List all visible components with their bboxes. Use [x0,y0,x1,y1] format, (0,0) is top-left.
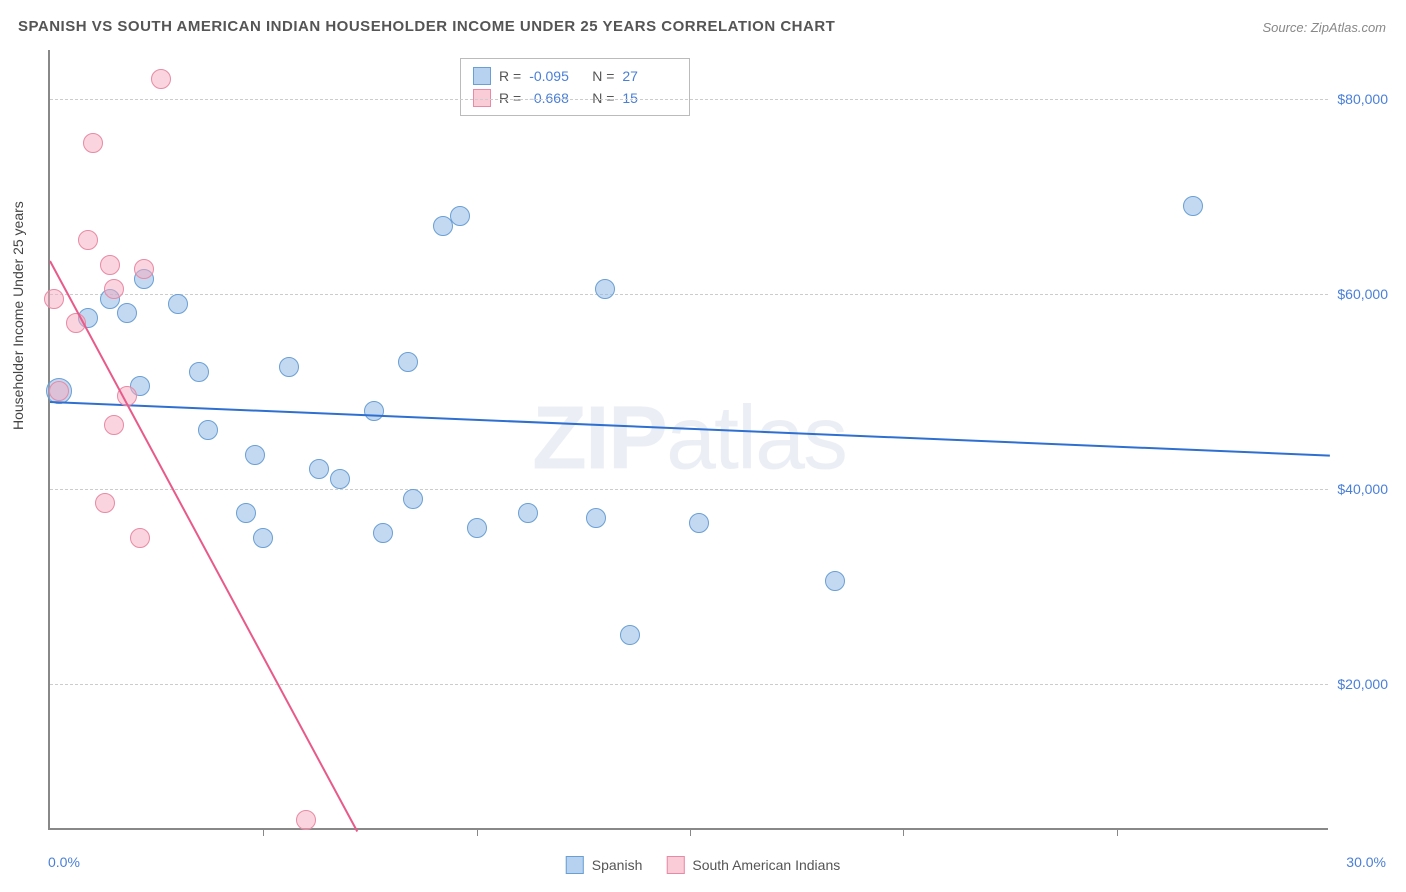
data-point [117,303,137,323]
data-point [309,459,329,479]
data-point [689,513,709,533]
data-point [518,503,538,523]
chart-container: SPANISH VS SOUTH AMERICAN INDIAN HOUSEHO… [0,0,1406,892]
r-value-spanish: -0.095 [529,68,584,84]
r-label: R = [499,68,521,84]
data-point [134,259,154,279]
gridline [50,99,1328,100]
n-label: N = [592,68,614,84]
n-value-spanish: 27 [622,68,677,84]
correlation-legend: R = -0.095 N = 27 R = -0.668 N = 15 [460,58,690,116]
data-point [83,133,103,153]
watermark: ZIPatlas [532,388,846,491]
data-point [44,289,64,309]
data-point [620,625,640,645]
data-point [586,508,606,528]
data-point [104,279,124,299]
data-point [595,279,615,299]
data-point [189,362,209,382]
data-point [403,489,423,509]
data-point [198,420,218,440]
x-tick [1117,828,1118,836]
swatch-sai-icon [666,856,684,874]
x-axis-min-label: 0.0% [48,854,80,870]
data-point [1183,196,1203,216]
y-axis-label: Householder Income Under 25 years [10,201,26,430]
chart-title: SPANISH VS SOUTH AMERICAN INDIAN HOUSEHO… [18,18,835,35]
watermark-bold: ZIP [532,389,666,489]
trend-line [50,401,1330,457]
x-tick [690,828,691,836]
x-tick [263,828,264,836]
data-point [104,415,124,435]
data-point [364,401,384,421]
data-point [130,528,150,548]
data-point [279,357,299,377]
x-tick [903,828,904,836]
data-point [825,571,845,591]
trend-line [49,260,358,831]
data-point [296,810,316,830]
y-tick-label: $80,000 [1333,91,1388,107]
data-point [236,503,256,523]
gridline [50,489,1328,490]
data-point [373,523,393,543]
data-point [95,493,115,513]
data-point [330,469,350,489]
legend-item-spanish: Spanish [566,856,643,874]
data-point [78,230,98,250]
y-tick-label: $40,000 [1333,481,1388,497]
data-point [253,528,273,548]
data-point [168,294,188,314]
series-legend: Spanish South American Indians [566,856,840,874]
watermark-light: atlas [666,389,846,489]
x-tick [477,828,478,836]
y-tick-label: $20,000 [1333,676,1388,692]
data-point [151,69,171,89]
data-point [49,381,69,401]
legend-label-spanish: Spanish [592,857,643,873]
source-attribution: Source: ZipAtlas.com [1262,20,1386,35]
legend-row-spanish: R = -0.095 N = 27 [473,65,677,87]
legend-label-sai: South American Indians [692,857,840,873]
y-tick-label: $60,000 [1333,286,1388,302]
gridline [50,684,1328,685]
data-point [467,518,487,538]
data-point [450,206,470,226]
x-axis-max-label: 30.0% [1346,854,1386,870]
data-point [100,255,120,275]
legend-item-sai: South American Indians [666,856,840,874]
swatch-spanish-icon [566,856,584,874]
swatch-spanish [473,67,491,85]
data-point [398,352,418,372]
plot-area: ZIPatlas R = -0.095 N = 27 R = -0.668 N … [48,50,1328,830]
data-point [245,445,265,465]
gridline [50,294,1328,295]
